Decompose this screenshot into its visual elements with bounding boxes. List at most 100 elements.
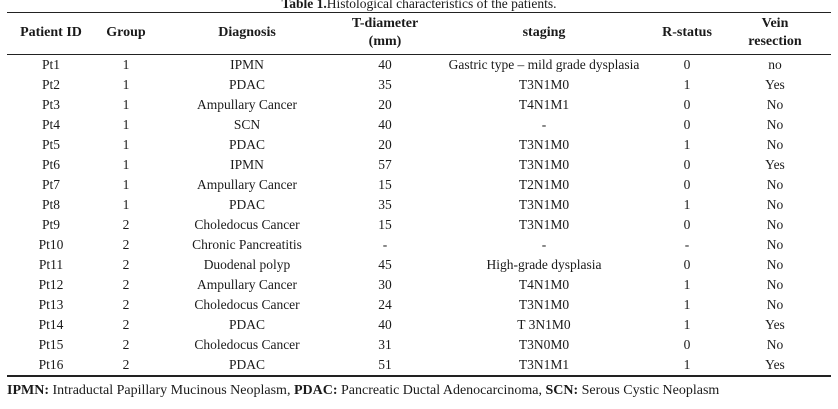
table-cell: No — [766, 177, 784, 192]
table-cell: 1 — [122, 57, 130, 72]
table-row: Pt1 1 IPMN 40 Gastric type – mild grade dysp… — [7, 55, 831, 76]
header-cell-staging: staging — [433, 12, 655, 55]
table-cell: High-grade dysplasia — [486, 257, 602, 272]
table-cell: T3N1M1 — [433, 355, 655, 377]
header-cell-patient-id: Patient ID — [7, 12, 95, 55]
table-cell: Pt1 — [41, 57, 60, 72]
table-cell: PDAC — [228, 77, 265, 92]
table-cell: Pt11 — [38, 257, 64, 272]
table-cell: PDAC — [228, 137, 265, 152]
table-body: Pt1 1 IPMN 40 Gastric type – mild grade dysp… — [7, 55, 831, 377]
table-row: Pt16 2 PDAC 51 T3N1M1 1 Yes — [7, 355, 831, 377]
table-cell: 31 — [378, 337, 392, 352]
table-cell: Ampullary Cancer — [196, 177, 298, 192]
table-cell: 1 — [683, 297, 691, 312]
table-cell: Pt16 — [7, 355, 95, 377]
header-line: Group — [106, 25, 146, 40]
table-cell: 20 — [378, 137, 392, 152]
table-cell: Pt7 — [41, 177, 60, 192]
table-cell: 1 — [122, 137, 130, 152]
table-cell: IPMN — [230, 157, 264, 172]
table-cell: T 3N1M0 — [517, 317, 571, 332]
table-cell: 1 — [683, 317, 691, 332]
table-cell: 2 — [122, 237, 130, 252]
table-cell: T3N1M0 — [518, 77, 570, 92]
header-cell-t-diameter-mm-: T-diameter (mm) — [337, 12, 433, 55]
table-cell: Pt8 — [41, 197, 60, 212]
table-cell: Chronic Pancreatitis — [192, 237, 302, 252]
table-cell: No — [766, 97, 784, 112]
table-cell: 1 — [655, 355, 719, 377]
abbreviations-footnote: IPMN: Intraductal Papillary Mucinous Neo… — [7, 381, 831, 400]
table-cell: 40 — [378, 57, 392, 72]
table-cell: Pt2 — [41, 77, 60, 92]
table-row: Pt14 2 PDAC 40 T 3N1M0 1 Yes — [7, 315, 831, 335]
table-cell: Pt9 — [41, 217, 60, 232]
table-cell: 2 — [122, 257, 130, 272]
table-cell: Pt10 — [38, 237, 64, 252]
table-cell: 1 — [683, 277, 691, 292]
table-cell: No — [766, 237, 784, 252]
table-cell: Pt14 — [38, 317, 64, 332]
table-cell: 51 — [337, 355, 433, 377]
table-cell: - — [382, 237, 388, 252]
table-row: Pt6 1 IPMN 57 T3N1M0 0 Yes — [7, 155, 831, 175]
header-cell-diagnosis: Diagnosis — [157, 12, 337, 55]
table-title-label: Table 1. — [281, 0, 327, 11]
table-title-text: Histological characteristics of the pati… — [326, 0, 557, 11]
table-cell: 57 — [378, 157, 392, 172]
abbreviation-label: IPMN: — [7, 383, 49, 398]
header-cell-r-status: R-status — [655, 12, 719, 55]
table-cell: - — [684, 237, 690, 252]
table-row: Pt11 2 Duodenal polyp 45 High-grade dysplasi… — [7, 255, 831, 275]
header-line: R-status — [662, 25, 712, 40]
table-cell: 1 — [122, 157, 130, 172]
table-cell: 20 — [378, 97, 392, 112]
header-line: staging — [522, 25, 566, 40]
header-line: (mm) — [368, 34, 402, 49]
table-cell: Yes — [765, 157, 785, 172]
table-cell: 0 — [683, 117, 691, 132]
table-cell: 15 — [378, 177, 392, 192]
table-cell: 0 — [683, 97, 691, 112]
header-line: Vein — [761, 16, 789, 31]
table-cell: 45 — [378, 257, 392, 272]
table-figure: Table 1. Histological characteristics of… — [7, 0, 831, 400]
table-cell: 0 — [683, 57, 691, 72]
table-cell: No — [766, 337, 784, 352]
table-cell: Pt4 — [41, 117, 60, 132]
table-title: Table 1. Histological characteristics of… — [7, 0, 831, 12]
table-cell: Ampullary Cancer — [196, 97, 298, 112]
header-line: T-diameter — [351, 16, 419, 31]
table-row: Pt2 1 PDAC 35 T3N1M0 1 Yes — [7, 75, 831, 95]
table-cell: 1 — [122, 77, 130, 92]
table-cell: PDAC — [157, 355, 337, 377]
table-cell: T3N0M0 — [518, 337, 570, 352]
table-cell: Pt6 — [41, 157, 60, 172]
table-cell: 2 — [122, 277, 130, 292]
table-cell: 30 — [378, 277, 392, 292]
header-line: resection — [748, 34, 802, 49]
table-cell: 40 — [378, 117, 392, 132]
table-cell: 1 — [683, 137, 691, 152]
table-cell: PDAC — [228, 317, 265, 332]
table-row: Pt8 1 PDAC 35 T3N1M0 1 No — [7, 195, 831, 215]
table-cell: No — [766, 197, 784, 212]
table-row: Pt5 1 PDAC 20 T3N1M0 1 No — [7, 135, 831, 155]
table-cell: T3N1M0 — [518, 137, 570, 152]
table-cell: T3N1M0 — [518, 157, 570, 172]
table-cell: Yes — [719, 355, 831, 377]
table-cell: Pt12 — [38, 277, 64, 292]
table-row: Pt15 2 Choledocus Cancer 31 T3N0M0 0 No — [7, 335, 831, 355]
table-cell: 2 — [95, 355, 157, 377]
table-cell: Choledocus Cancer — [194, 337, 300, 352]
table-row: Pt4 1 SCN 40 - 0 No — [7, 115, 831, 135]
table-row: Pt9 2 Choledocus Cancer 15 T3N1M0 0 No — [7, 215, 831, 235]
header-row: Patient ID Group Diagnosis T-diameter (mm) st… — [7, 12, 831, 55]
table-cell: 1 — [122, 177, 130, 192]
table-cell: - — [541, 117, 547, 132]
table-cell: No — [766, 297, 784, 312]
table-cell: 1 — [122, 197, 130, 212]
table-cell: T4N1M0 — [518, 277, 570, 292]
table-cell: Pt13 — [38, 297, 64, 312]
